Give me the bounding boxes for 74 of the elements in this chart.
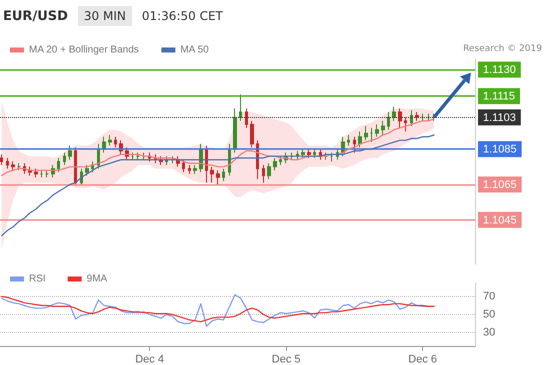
candlestick [193, 164, 197, 174]
y-tick-label: 30 [483, 326, 496, 338]
candlestick [102, 136, 106, 154]
line-series [1, 118, 435, 176]
line-series [1, 134, 435, 236]
candlestick [404, 116, 407, 132]
candlestick [85, 164, 89, 176]
candlestick [273, 157, 277, 171]
candlestick [262, 164, 265, 184]
legend-label: MA 50 [180, 44, 210, 56]
candlestick [34, 168, 38, 178]
candlestick [415, 112, 419, 122]
candlestick [57, 157, 60, 173]
y-tick-label: 1.1085 [483, 144, 517, 156]
candlestick [427, 113, 430, 122]
candlestick [239, 94, 242, 122]
y-tick-label: 1.1045 [483, 214, 517, 226]
candlestick [182, 159, 185, 173]
y-tick-label: 1.1065 [483, 178, 517, 191]
x-tick-label: Dec 4 [135, 354, 164, 365]
candlestick [6, 157, 9, 170]
candlestick [301, 148, 305, 158]
candlestick [358, 130, 362, 148]
candlestick [245, 108, 248, 128]
candlestick [410, 110, 413, 127]
candlestick [11, 161, 15, 171]
y-tick-label: 70 [483, 290, 496, 302]
candlestick [370, 127, 373, 143]
candlestick [279, 156, 282, 166]
candlestick [210, 166, 214, 184]
candlestick [381, 120, 385, 136]
y-tick-label: 1.1115 [483, 90, 516, 103]
candlestick [74, 146, 77, 185]
candlestick [17, 162, 21, 171]
candlestick [250, 120, 254, 148]
candlestick [387, 112, 390, 130]
candlestick [432, 113, 436, 122]
candlestick [267, 162, 271, 180]
line-series [1, 296, 435, 322]
candlestick [313, 148, 316, 158]
text: 01:36:50 CET [142, 9, 223, 23]
candlestick [216, 170, 220, 185]
y-tick-label: 50 [483, 308, 496, 320]
candlestick [68, 145, 72, 160]
candlestick [108, 134, 112, 146]
chart-title: EUR/USD [3, 8, 68, 24]
x-tick-label: Dec 6 [408, 354, 438, 365]
candlestick [45, 170, 49, 178]
chart-subtitle: 30 MIN [78, 6, 132, 26]
candlestick [63, 152, 66, 166]
candlestick [307, 148, 311, 158]
candlestick [347, 134, 350, 146]
candlestick [0, 154, 3, 166]
x-tick-label: Dec 5 [272, 354, 301, 365]
candlestick [353, 136, 356, 154]
candlestick [233, 108, 237, 154]
candlestick [40, 170, 43, 178]
candlestick [398, 108, 402, 128]
legend-label: MA 20 + Bollinger Bands [29, 44, 139, 56]
y-tick-label: 1.1130 [483, 64, 516, 76]
candlestick [330, 152, 333, 162]
legend-label: RSI [29, 274, 46, 284]
candlestick [131, 152, 134, 160]
y-tick-label: 1.1103 [483, 112, 516, 124]
candlestick [188, 164, 191, 174]
candlestick [136, 152, 140, 160]
candlestick [114, 136, 117, 148]
text: Research © 2019 [463, 44, 542, 54]
candlestick [375, 124, 379, 138]
candlestick [222, 168, 225, 182]
candlestick [421, 113, 424, 122]
candlestick [364, 126, 368, 141]
candlestick [392, 106, 396, 122]
legend-label: 9MA [86, 274, 108, 284]
